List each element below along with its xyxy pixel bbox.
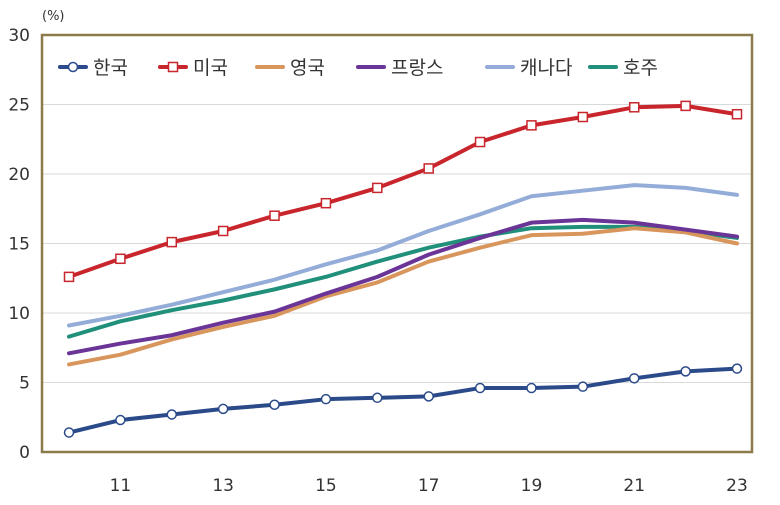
series-group	[63, 100, 743, 438]
data-point	[474, 382, 486, 394]
series-4	[67, 217, 739, 356]
series-1	[63, 363, 743, 438]
data-point	[63, 271, 75, 283]
legend: 한국 미국 영국 프랑스 캐나다 호주	[58, 57, 658, 79]
data-point	[217, 403, 229, 415]
series-2	[63, 100, 743, 283]
data-point	[217, 225, 229, 237]
data-point	[372, 392, 383, 404]
y-tick-label: 15	[8, 235, 30, 255]
x-tick-label: 17	[418, 476, 440, 496]
legend-item: 캐나다	[485, 57, 572, 79]
data-point	[372, 182, 383, 194]
data-point	[526, 120, 537, 131]
data-point	[320, 197, 332, 209]
legend-label: 호주	[623, 57, 658, 79]
y-axis: 0 5 10 15 20 25 30	[8, 26, 30, 463]
y-tick-label: 10	[8, 304, 30, 324]
data-point	[526, 382, 537, 394]
y-tick-label: 20	[8, 165, 30, 185]
x-tick-label: 23	[726, 476, 748, 496]
series-line	[67, 183, 739, 328]
data-point	[680, 100, 691, 112]
x-tick-label: 19	[521, 476, 543, 496]
x-tick-label: 21	[623, 476, 645, 496]
data-point	[115, 253, 126, 265]
x-axis: 11 13 15 17 19 21 23	[110, 476, 748, 496]
data-point	[731, 108, 743, 120]
legend-item: 한국	[58, 57, 128, 79]
data-point	[474, 136, 486, 148]
y-tick-label: 25	[8, 96, 30, 116]
data-point	[628, 102, 640, 113]
legend-label: 미국	[193, 57, 228, 79]
legend-item: 미국	[158, 57, 228, 79]
data-point	[166, 409, 178, 420]
data-point	[423, 163, 434, 174]
legend-item: 프랑스	[356, 57, 443, 79]
series-line	[67, 366, 739, 435]
plot-frame	[40, 33, 754, 454]
y-unit-label: (%)	[42, 9, 65, 24]
legend-label: 캐나다	[520, 57, 572, 79]
data-point	[628, 373, 640, 384]
data-point	[680, 366, 691, 377]
data-point	[577, 111, 589, 123]
data-point	[731, 363, 743, 374]
series-line	[67, 103, 739, 279]
legend-item: 호주	[588, 57, 658, 79]
x-tick-label: 13	[212, 476, 234, 496]
x-tick-label: 11	[110, 476, 132, 496]
series-line	[67, 226, 739, 367]
data-point	[115, 414, 126, 426]
legend-label: 한국	[93, 57, 128, 79]
data-point	[269, 210, 280, 221]
legend-label: 프랑스	[391, 57, 443, 79]
legend-marker	[167, 61, 179, 73]
data-point	[63, 427, 75, 438]
legend-label: 영국	[290, 57, 325, 79]
data-point	[423, 391, 434, 402]
y-tick-label: 5	[19, 374, 30, 394]
series-3	[67, 226, 739, 367]
x-tick-label: 15	[315, 476, 337, 496]
y-tick-label: 0	[19, 443, 30, 463]
series-line	[67, 217, 739, 356]
data-point	[320, 393, 332, 405]
data-point	[166, 236, 178, 248]
series-6	[67, 224, 739, 339]
series-line	[67, 224, 739, 339]
series-5	[67, 183, 739, 328]
legend-item: 영국	[255, 57, 325, 79]
legend-marker	[67, 61, 79, 73]
data-point	[577, 381, 589, 392]
data-point	[269, 399, 280, 410]
y-tick-label: 30	[8, 26, 30, 46]
